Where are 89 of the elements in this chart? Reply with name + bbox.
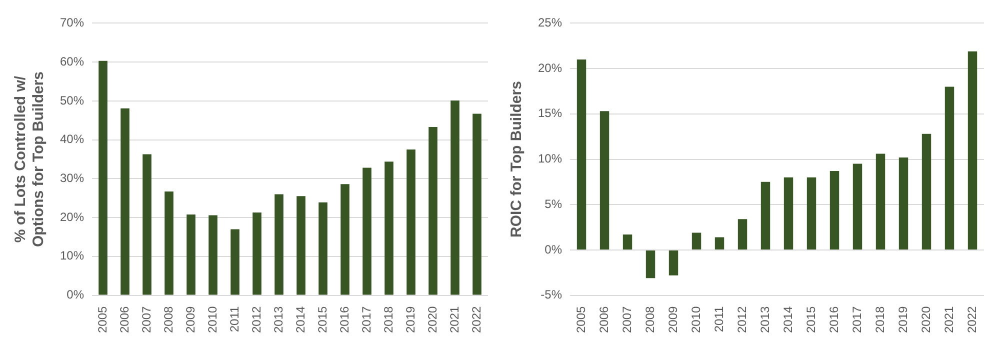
x-tick-label: 2008: [161, 306, 176, 334]
bar: [142, 154, 152, 295]
y-axis-title: ROIC for Top Builders: [508, 81, 526, 238]
y-tick-label: 40%: [60, 132, 84, 146]
y-tick-label: 20%: [60, 210, 84, 224]
bar: [164, 192, 174, 295]
bar: [968, 51, 978, 250]
bar: [760, 182, 770, 250]
bar: [898, 157, 908, 250]
x-tick-label: 2005: [574, 306, 588, 334]
y-tick-label: 5%: [544, 196, 562, 211]
bar: [738, 219, 748, 250]
bar: [472, 114, 482, 295]
bar: [944, 86, 954, 250]
x-tick-label: 2020: [425, 306, 440, 334]
bar: [876, 154, 886, 250]
bar: [318, 202, 328, 295]
bar: [186, 214, 196, 295]
x-tick-label: 2009: [666, 306, 680, 334]
bar: [714, 237, 724, 250]
x-tick-label: 2021: [942, 306, 956, 334]
x-tick-label: 2016: [337, 306, 352, 334]
bar: [784, 177, 794, 250]
y-tick-label: -5%: [540, 288, 562, 302]
x-tick-label: 2012: [734, 306, 749, 334]
bar: [120, 108, 130, 295]
bar: [252, 212, 262, 295]
bar: [450, 100, 460, 295]
x-tick-label: 2022: [964, 306, 979, 334]
bar: [274, 194, 284, 295]
bar: [98, 60, 108, 295]
x-tick-label: 2013: [758, 306, 772, 334]
bar: [852, 164, 862, 250]
x-tick-label: 2016: [826, 306, 841, 334]
y-tick-label: 15%: [538, 106, 562, 120]
x-tick-label: 2006: [596, 306, 611, 334]
y-tick-label: 50%: [60, 93, 84, 108]
x-tick-label: 2022: [469, 306, 484, 334]
bar: [830, 171, 840, 250]
x-tick-label: 2010: [688, 306, 703, 334]
x-tick-label: 2005: [95, 306, 110, 334]
bar: [362, 168, 372, 295]
x-tick-label: 2010: [205, 306, 220, 334]
x-tick-label: 2018: [381, 306, 396, 334]
x-tick-label: 2014: [780, 306, 795, 334]
x-tick-label: 2021: [447, 306, 462, 334]
y-tick-label: 70%: [60, 16, 84, 30]
bar: [600, 111, 610, 250]
bar: [406, 150, 416, 295]
x-tick-label: 2007: [139, 306, 154, 334]
x-tick-label: 2019: [403, 306, 418, 334]
y-tick-label: 30%: [60, 171, 84, 185]
bar: [340, 184, 350, 295]
bar: [428, 126, 438, 295]
x-tick-label: 2017: [850, 306, 864, 334]
bar: [576, 59, 586, 250]
bar: [646, 250, 656, 278]
x-tick-label: 2012: [249, 306, 264, 334]
x-tick-label: 2020: [918, 306, 933, 334]
x-tick-label: 2009: [183, 306, 198, 334]
y-axis-title: % of Lots Controlled w/ Options for Top Builders: [12, 71, 48, 248]
y-tick-label: 0%: [66, 288, 84, 302]
y-tick-label: 60%: [60, 54, 84, 68]
x-tick-label: 2014: [293, 306, 308, 334]
bar: [296, 196, 306, 295]
x-tick-label: 2008: [642, 306, 657, 334]
bar: [806, 177, 816, 250]
bar: [208, 215, 218, 295]
x-tick-label: 2011: [712, 306, 726, 332]
x-tick-label: 2018: [872, 306, 887, 334]
bar: [384, 162, 394, 295]
bar: [622, 234, 632, 250]
x-tick-label: 2015: [804, 306, 818, 334]
y-tick-label: 20%: [538, 60, 562, 75]
x-tick-label: 2007: [620, 306, 634, 334]
bar: [692, 232, 702, 250]
x-tick-label: 2013: [271, 306, 286, 334]
bar: [922, 134, 932, 250]
x-tick-label: 2019: [896, 306, 910, 334]
x-tick-label: 2006: [117, 306, 132, 334]
y-tick-label: 10%: [538, 152, 562, 166]
bar: [230, 229, 240, 295]
y-tick-label: 25%: [538, 16, 562, 30]
x-tick-label: 2011: [227, 306, 242, 332]
y-tick-label: 10%: [60, 248, 84, 263]
x-tick-label: 2015: [315, 306, 330, 334]
bar: [668, 250, 678, 276]
x-tick-label: 2017: [359, 306, 374, 334]
y-tick-label: 0%: [544, 242, 562, 256]
